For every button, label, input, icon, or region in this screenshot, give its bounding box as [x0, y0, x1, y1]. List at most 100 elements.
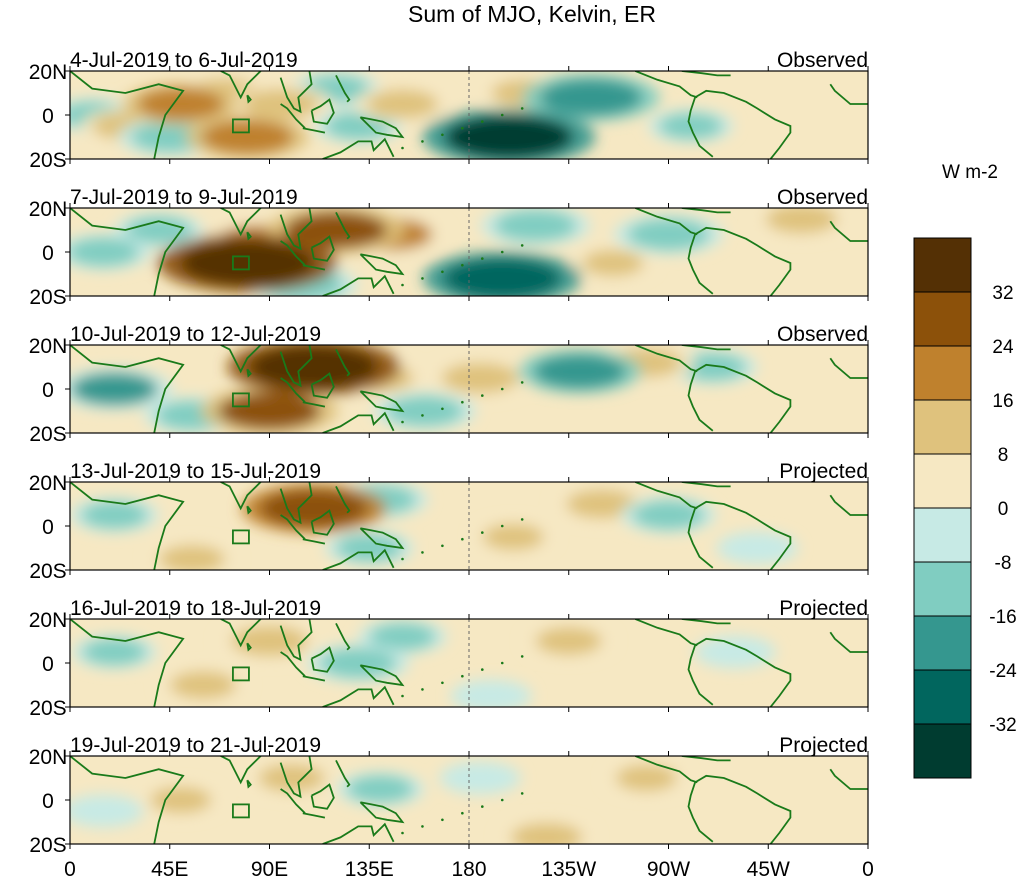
colorbar-swatch	[913, 291, 972, 347]
y-tick-label: 0	[42, 516, 54, 539]
panel-status: Observed	[777, 323, 868, 346]
anomaly-blob	[260, 489, 368, 528]
colorbar-tick-label: 32	[992, 283, 1013, 304]
anomaly-blob	[72, 798, 134, 824]
anomaly-blob	[386, 396, 463, 426]
panel-date-range: 7-Jul-2019 to 9-Jul-2019	[70, 186, 298, 209]
panel-date-range: 4-Jul-2019 to 6-Jul-2019	[70, 49, 298, 72]
anomaly-blob	[131, 122, 208, 152]
map-panel: 20N 0 20S 13-Jul-2019 to 15-Jul-2019 Project…	[29, 460, 869, 583]
x-tick-label: 0	[64, 858, 76, 881]
y-tick-label: 20S	[29, 697, 66, 720]
anomaly-blob	[218, 392, 321, 430]
coastlines	[70, 345, 868, 433]
anomaly-blob	[201, 120, 294, 154]
anomaly-blob	[249, 345, 379, 389]
region-box	[232, 803, 250, 819]
panel-status: Observed	[777, 186, 868, 209]
x-tick-label: 135W	[541, 858, 596, 881]
colorbar-swatch	[913, 345, 972, 401]
colorbar-tick-label: -24	[989, 661, 1017, 682]
anomaly-blob	[449, 765, 511, 791]
x-tick-label: 135E	[345, 858, 394, 881]
anomaly-blob	[566, 489, 638, 519]
anomaly-blob	[319, 648, 397, 678]
colorbar: W m-2 32 24 16 8 0 -8 -16 -24 -32	[913, 162, 1017, 779]
y-tick-label: 20S	[29, 286, 66, 309]
map-panel: 20N 0 20S 7-Jul-2019 to 9-Jul-2019 Observed	[29, 186, 869, 309]
anomaly-blob	[615, 765, 677, 791]
map-panel: 20N 0 20S 10-Jul-2019 to 12-Jul-2019 Observe…	[29, 323, 869, 446]
anomaly-blob	[582, 250, 644, 276]
anomaly-blob	[632, 500, 705, 530]
region-box	[232, 666, 250, 682]
panel-status: Projected	[779, 460, 868, 483]
region-box	[232, 392, 250, 408]
anomaly-blob	[369, 623, 436, 651]
anomaly-blob	[679, 353, 746, 381]
anomaly-blob	[70, 372, 158, 406]
colorbar-swatch	[913, 669, 972, 725]
coastlines	[70, 619, 868, 707]
panel-status: Observed	[777, 49, 868, 72]
anomaly-blob	[158, 545, 225, 570]
anomaly-blob	[137, 87, 225, 121]
coastlines	[70, 208, 868, 296]
anomaly-blob	[539, 79, 643, 116]
region-box	[232, 255, 250, 271]
y-tick-label: 20N	[29, 198, 68, 221]
y-tick-label: 20S	[29, 423, 66, 446]
coastlines	[70, 71, 868, 159]
y-tick-label: 0	[42, 653, 54, 676]
x-tick-label: 45W	[747, 858, 790, 881]
anomaly-blob	[627, 218, 710, 250]
panel-date-range: 16-Jul-2019 to 18-Jul-2019	[70, 597, 321, 620]
colorbar-tick-label: -32	[989, 715, 1016, 736]
y-tick-label: 0	[42, 105, 54, 128]
anomaly-blob	[347, 775, 414, 803]
colorbar-tick-label: -16	[989, 607, 1016, 628]
panel-status: Projected	[779, 734, 868, 757]
region-box	[232, 529, 250, 545]
anomaly-blob	[242, 89, 319, 119]
anomaly-blob	[81, 501, 148, 529]
panel-date-range: 13-Jul-2019 to 15-Jul-2019	[70, 460, 321, 483]
anomaly-blob	[460, 683, 522, 707]
colorbar-swatch	[913, 615, 972, 671]
anomaly-field	[70, 208, 868, 296]
anomaly-blob	[482, 524, 544, 550]
colorbar-swatch	[913, 237, 972, 293]
colorbar-tick-label: 24	[992, 337, 1014, 358]
panel-date-range: 19-Jul-2019 to 21-Jul-2019	[70, 734, 321, 757]
colorbar-tick-label: 8	[998, 445, 1009, 466]
colorbar-label: W m-2	[942, 162, 998, 183]
y-tick-label: 20S	[29, 149, 66, 172]
anomaly-blob	[704, 639, 766, 665]
x-tick-label: 45E	[151, 858, 188, 881]
y-tick-label: 0	[42, 242, 54, 265]
anomaly-blob	[510, 823, 583, 844]
region-box	[232, 118, 250, 134]
anomaly-blob	[535, 627, 602, 655]
x-tick-label: 180	[451, 858, 486, 881]
colorbar-swatch	[913, 399, 972, 455]
anomaly-blob	[726, 535, 788, 561]
colorbar-tick-label: -8	[995, 553, 1012, 574]
anomaly-blob	[258, 764, 325, 792]
anomaly-blob	[443, 257, 562, 296]
anomaly-blob	[444, 115, 574, 159]
y-tick-label: 20N	[29, 472, 68, 495]
y-tick-label: 0	[42, 790, 54, 813]
anomaly-blob	[125, 216, 192, 244]
anomaly-field	[70, 619, 868, 707]
y-tick-label: 20N	[29, 61, 68, 84]
anomaly-field	[70, 345, 868, 433]
anomaly-blob	[494, 210, 577, 242]
colorbar-swatch	[913, 453, 972, 509]
y-tick-label: 20N	[29, 335, 68, 358]
anomaly-field	[70, 71, 868, 159]
colorbar-tick-label: 16	[992, 391, 1013, 412]
anomaly-blob	[441, 363, 519, 393]
